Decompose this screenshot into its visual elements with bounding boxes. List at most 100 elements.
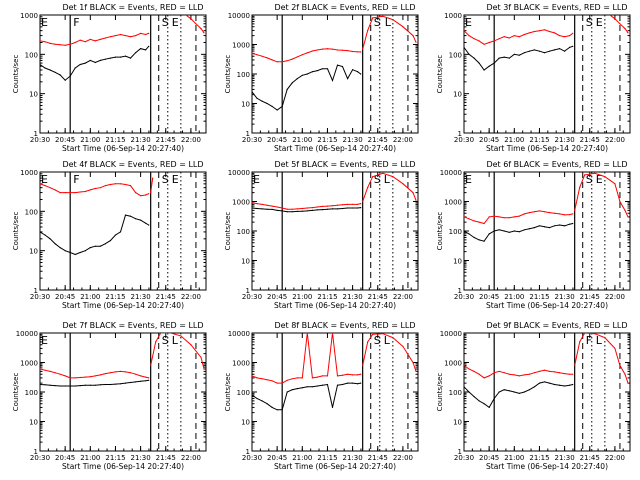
y-axis-label: Counts/sec <box>12 373 20 412</box>
panel-title: Det 8f BLACK = Events, RED = LLD <box>274 321 415 330</box>
data-point <box>523 213 526 215</box>
x-tick-label: 20:30 <box>454 454 474 462</box>
data-point <box>402 183 404 185</box>
data-point <box>341 65 344 68</box>
x-tick-label: 21:00 <box>292 454 312 462</box>
data-point <box>256 203 258 205</box>
data-point <box>508 231 510 233</box>
x-axis-label: Start Time (06-Sep-14 20:27:40) <box>62 462 184 471</box>
x-tick-label: 21:15 <box>529 293 549 301</box>
data-point <box>604 176 606 178</box>
data-point <box>569 223 571 225</box>
data-point <box>252 375 253 377</box>
data-point <box>352 382 354 384</box>
annotation-label: L <box>384 173 391 186</box>
data-point <box>538 210 541 212</box>
data-point <box>357 203 359 205</box>
data-point <box>109 36 111 38</box>
data-point <box>266 208 268 210</box>
data-point <box>518 392 520 394</box>
data-point <box>528 228 531 230</box>
data-point <box>74 253 76 256</box>
data-point <box>316 209 318 211</box>
data-point <box>129 372 132 374</box>
data-point <box>129 215 132 217</box>
data-point <box>89 384 91 386</box>
data-point <box>360 73 362 75</box>
annotation-label: S <box>374 16 381 29</box>
data-point <box>362 364 364 366</box>
data-point <box>464 364 465 366</box>
series-line-events <box>464 45 573 71</box>
data-point <box>271 59 273 61</box>
data-point <box>326 68 329 70</box>
data-point <box>94 187 96 190</box>
data-point <box>372 17 374 19</box>
data-point <box>40 40 41 42</box>
data-point <box>109 183 111 186</box>
data-point <box>301 377 303 379</box>
data-point <box>464 216 465 218</box>
data-point <box>488 375 490 377</box>
data-point <box>200 28 202 30</box>
series-line-lld <box>150 333 205 370</box>
data-point <box>291 82 293 84</box>
data-point <box>119 56 122 58</box>
data-point <box>488 406 490 408</box>
x-tick-label: 21:15 <box>105 136 125 144</box>
data-point <box>291 378 293 380</box>
series-line-events <box>464 223 573 242</box>
data-point <box>503 217 505 219</box>
data-point <box>203 368 205 370</box>
data-point <box>468 53 470 55</box>
data-point <box>341 374 344 376</box>
data-point <box>261 55 263 57</box>
data-point <box>372 333 374 335</box>
data-point <box>543 381 546 383</box>
data-point <box>64 385 66 387</box>
data-point <box>513 53 515 55</box>
data-point <box>488 65 490 67</box>
series-line-lld <box>40 183 149 197</box>
y-tick-label: 1 <box>246 287 250 295</box>
data-point <box>74 67 76 69</box>
annotation-label: L <box>385 16 392 29</box>
data-point <box>104 383 106 386</box>
x-tick-label: 21:00 <box>504 136 524 144</box>
data-point <box>336 49 339 51</box>
plot-frame <box>463 14 631 134</box>
data-point <box>468 35 470 37</box>
data-point <box>281 61 283 63</box>
data-point <box>360 382 362 384</box>
data-point <box>553 371 556 373</box>
data-point <box>503 56 505 58</box>
data-point <box>266 403 268 405</box>
data-point <box>40 183 41 185</box>
data-point <box>331 205 334 207</box>
data-point <box>508 37 510 39</box>
data-point <box>281 409 283 411</box>
data-point <box>99 374 101 376</box>
x-tick-label: 21:30 <box>131 454 151 462</box>
y-axis-label: Counts/sec <box>224 55 232 94</box>
data-point <box>40 368 41 370</box>
data-point <box>336 64 339 66</box>
data-point <box>326 383 329 386</box>
data-point <box>627 382 629 384</box>
annotation-label: S <box>586 16 593 29</box>
data-point <box>148 224 150 226</box>
x-tick-label: 21:00 <box>292 293 312 301</box>
data-point <box>518 231 520 233</box>
data-point <box>415 41 417 43</box>
data-point <box>559 48 561 50</box>
data-point <box>533 372 536 374</box>
series-line-lld <box>252 333 361 384</box>
series-line-lld <box>464 210 573 225</box>
x-tick-label: 21:00 <box>80 136 100 144</box>
y-tick-label: 1 <box>246 130 250 138</box>
annotation-label: S <box>374 334 381 347</box>
data-point <box>614 347 616 349</box>
data-point <box>488 216 490 218</box>
data-point <box>352 69 354 71</box>
data-point <box>627 216 629 218</box>
